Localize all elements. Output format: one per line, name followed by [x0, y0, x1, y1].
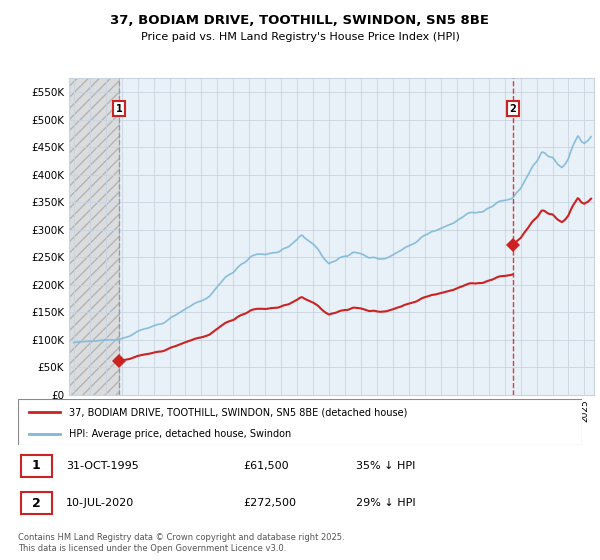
- Bar: [21, 455, 52, 477]
- Text: Contains HM Land Registry data © Crown copyright and database right 2025.
This d: Contains HM Land Registry data © Crown c…: [18, 533, 344, 553]
- Text: 1: 1: [32, 459, 41, 473]
- Text: 31-OCT-1995: 31-OCT-1995: [66, 461, 139, 471]
- Text: 2: 2: [32, 497, 41, 510]
- Text: Price paid vs. HM Land Registry's House Price Index (HPI): Price paid vs. HM Land Registry's House …: [140, 32, 460, 43]
- Text: £272,500: £272,500: [244, 498, 296, 508]
- Text: 2: 2: [510, 104, 517, 114]
- Text: 29% ↓ HPI: 29% ↓ HPI: [356, 498, 416, 508]
- Text: 37, BODIAM DRIVE, TOOTHILL, SWINDON, SN5 8BE: 37, BODIAM DRIVE, TOOTHILL, SWINDON, SN5…: [110, 14, 490, 27]
- Text: £61,500: £61,500: [244, 461, 289, 471]
- Text: 1: 1: [116, 104, 122, 114]
- Text: HPI: Average price, detached house, Swindon: HPI: Average price, detached house, Swin…: [69, 429, 291, 438]
- Text: 37, BODIAM DRIVE, TOOTHILL, SWINDON, SN5 8BE (detached house): 37, BODIAM DRIVE, TOOTHILL, SWINDON, SN5…: [69, 407, 407, 417]
- Bar: [21, 492, 52, 514]
- Text: 10-JUL-2020: 10-JUL-2020: [66, 498, 134, 508]
- Bar: [66, 78, 119, 395]
- Text: 35% ↓ HPI: 35% ↓ HPI: [356, 461, 416, 471]
